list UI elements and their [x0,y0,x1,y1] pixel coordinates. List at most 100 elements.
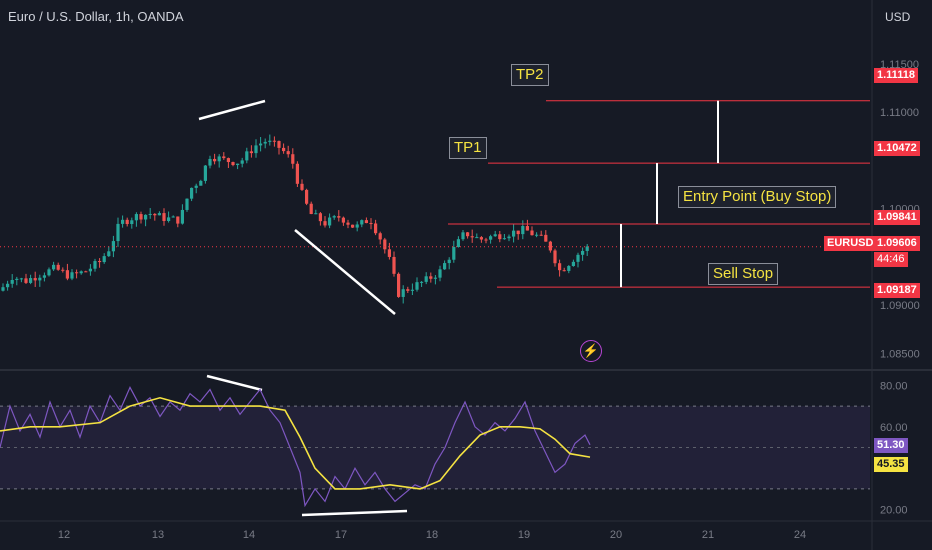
candle-body [171,216,175,218]
candle-body [581,250,585,255]
price-top-trendline [198,99,266,121]
candle-body [447,259,451,264]
candle-body [553,250,557,264]
candle-body [475,237,479,239]
bar-countdown: 44:46 [874,252,908,267]
time-tick-label: 19 [518,529,530,541]
candle-body [452,247,456,260]
candle-body [277,141,281,148]
candle-body [268,140,272,142]
candle-body [249,151,253,154]
candle-body [484,239,488,241]
time-tick-label: 18 [426,529,438,541]
candle-body [226,158,230,163]
candle-body [309,203,313,215]
candle-body [456,239,460,248]
candle-body [79,271,83,274]
tp2-label[interactable]: TP2 [511,64,549,86]
candle-body [167,217,171,221]
candle-body [70,272,74,279]
symbol-tag: EURUSD [824,236,877,251]
candle-body [369,223,373,225]
candle-body [47,269,51,276]
candle-body [125,219,129,225]
chart-title: Euro / U.S. Dollar, 1h, OANDA [8,9,184,24]
candle-body [392,256,396,274]
candle-body [153,213,157,216]
candle-body [180,209,184,224]
candle-body [162,213,166,221]
candle-body [415,282,419,290]
candle-body [305,189,309,204]
candle-body [323,221,327,226]
candle-body [535,234,539,236]
candle-body [498,234,502,240]
candle-body [259,143,263,146]
time-tick-label: 13 [152,529,164,541]
rsi-bottom-trendline [301,509,408,517]
candle-body [318,213,322,222]
candle-body [406,289,410,291]
lightning-bolt-icon[interactable]: ⚡ [580,340,602,362]
time-tick-label: 21 [702,529,714,541]
candle-body [111,241,115,252]
candle-body [295,163,299,184]
candle-body [29,278,33,283]
candle-body [65,270,69,279]
candle-body [351,224,355,228]
candle-body [286,151,290,155]
entry-point-label[interactable]: Entry Point (Buy Stop) [678,186,837,208]
candle-body [337,216,341,218]
candle-body [240,160,244,164]
candle-body [341,217,345,223]
candle-body [139,214,143,220]
candle-body [410,289,414,291]
candle-body [42,275,46,278]
candle-body [443,263,447,270]
candle-body [525,226,529,231]
price-tick-label: 1.11000 [880,107,919,119]
candle-body [397,273,401,297]
sell-stop-label[interactable]: Sell Stop [708,263,779,285]
candle-body [562,270,566,272]
candle-body [56,264,60,270]
rsi-tick-label: 60.00 [880,422,908,434]
candle-body [424,276,428,282]
candle-body [291,154,295,164]
candle-body [116,223,120,242]
candle-body [282,147,286,152]
candle-body [516,230,520,235]
candle-body [93,261,97,269]
candle-body [378,233,382,240]
candle-body [383,239,387,250]
candle-body [489,236,493,240]
candle-body [401,289,405,297]
candle-body [263,141,267,144]
candle-body [300,183,304,190]
candle-body [585,246,589,251]
candle-body [360,220,364,225]
time-tick-label: 24 [794,529,806,541]
candle-body [507,236,511,239]
currency-label: USD [885,10,911,24]
tp1-label[interactable]: TP1 [449,137,487,159]
candle-body [10,279,14,284]
candle-body [461,232,465,240]
candle-body [544,234,548,242]
candle-body [493,234,497,237]
candle-body [231,162,235,166]
candle-body [217,156,221,162]
candle-body [61,269,65,271]
candle-body [420,281,424,283]
candle-body [208,158,212,166]
candle-body [130,220,134,225]
candle-body [429,276,433,279]
candle-body [176,216,180,224]
candle-body [387,249,391,257]
rsi-tick-label: 20.00 [880,505,908,517]
time-tick-label: 14 [243,529,255,541]
rsi-tick-label: 80.00 [880,380,908,392]
price-tick-label: 1.11500 [880,59,919,71]
time-tick-label: 17 [335,529,347,541]
